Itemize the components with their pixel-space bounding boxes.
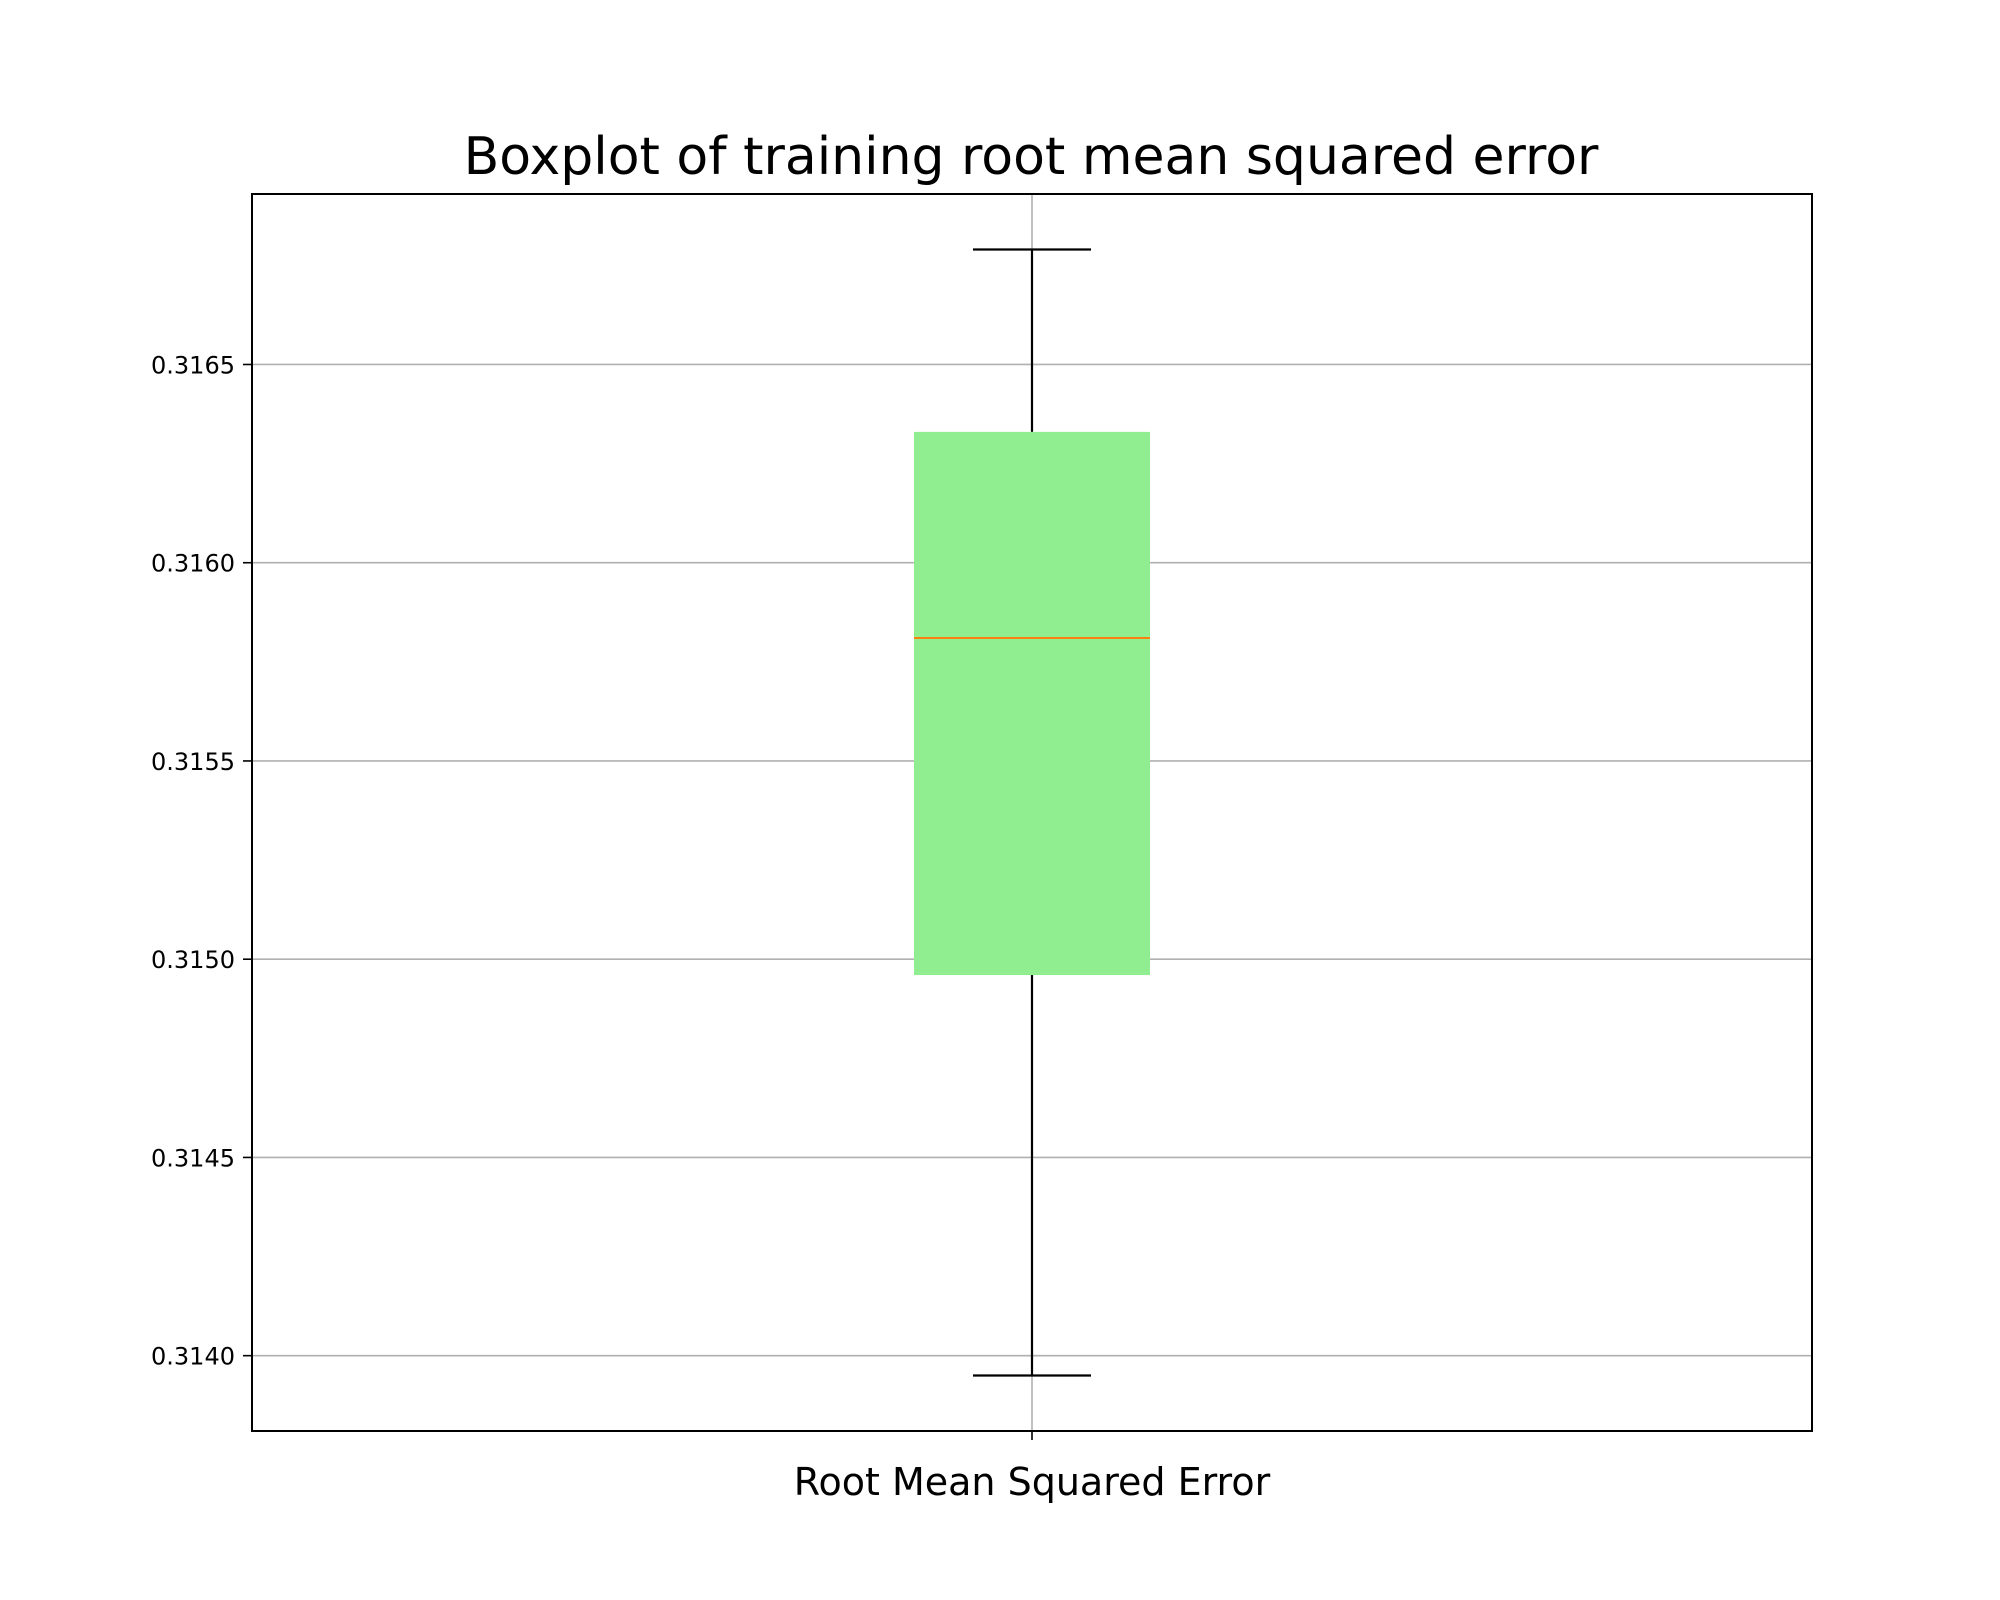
x-category-label: Root Mean Squared Error [794,1460,1271,1504]
iqr-box [914,431,1150,976]
y-tick-label: 0.3150 [151,946,235,974]
y-tick-label: 0.3155 [151,748,235,776]
y-tick-label: 0.3145 [151,1144,235,1172]
chart-title: Boxplot of training root mean squared er… [464,127,1599,187]
y-tick-label: 0.3165 [151,351,235,379]
box-layer [914,248,1150,1377]
y-tick-label: 0.3140 [151,1343,235,1371]
tick-layer: 0.3140 0.3145 0.3150 0.3155 0.3160 0.3165 Root… [151,351,1271,1504]
y-tick-label: 0.3160 [151,550,235,578]
